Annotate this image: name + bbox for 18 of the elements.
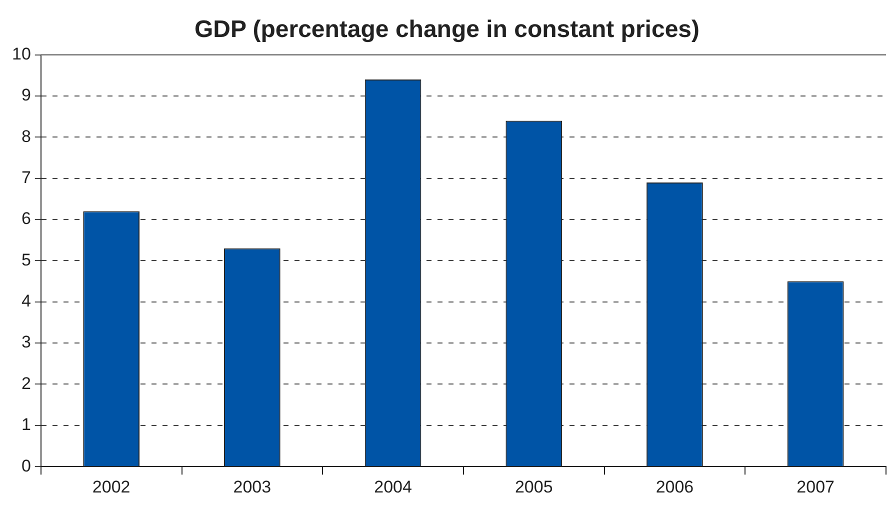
x-tick-label: 2006 xyxy=(656,477,694,496)
y-tick-label: 8 xyxy=(21,126,31,146)
x-tick-label: 2007 xyxy=(796,477,834,496)
x-tick-label: 2004 xyxy=(374,477,412,496)
y-tick-label: 9 xyxy=(21,86,31,105)
x-tick-label: 2005 xyxy=(514,477,553,496)
x-tick-label: 2002 xyxy=(92,477,130,496)
y-tick-label: 0 xyxy=(21,456,31,476)
y-tick-label: 1 xyxy=(21,415,31,434)
x-tick-label: 2003 xyxy=(233,477,272,496)
y-tick-label: 4 xyxy=(21,292,31,311)
y-tick-label: 6 xyxy=(21,209,31,228)
y-tick-label: 7 xyxy=(21,168,31,188)
y-tick-label: 5 xyxy=(21,250,31,270)
y-tick-label: 3 xyxy=(21,332,31,352)
y-tick-label: 2 xyxy=(21,374,31,393)
chart-title: GDP (percentage change in constant prices) xyxy=(194,16,700,44)
y-tick-label: 10 xyxy=(12,44,31,64)
